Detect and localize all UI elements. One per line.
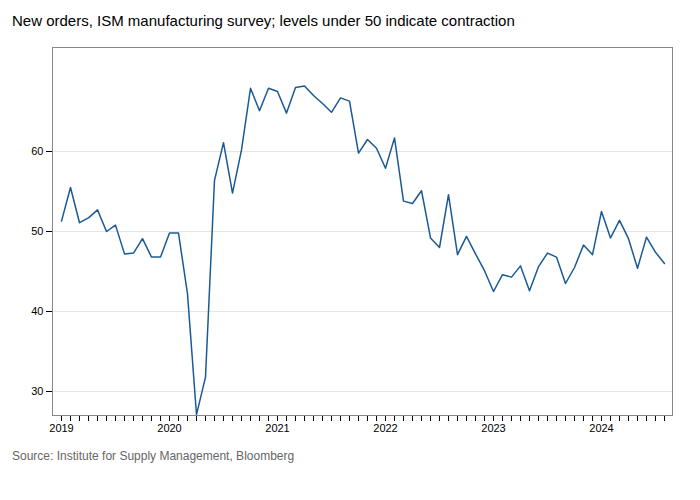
svg-text:2019: 2019 — [49, 422, 73, 434]
svg-text:2020: 2020 — [157, 422, 181, 434]
svg-text:50: 50 — [31, 225, 43, 237]
svg-text:40: 40 — [31, 305, 43, 317]
svg-text:2022: 2022 — [373, 422, 397, 434]
svg-text:2024: 2024 — [589, 422, 613, 434]
html-text:New orders, ISM manufacturing: New orders, ISM manufacturing survey; le… — [12, 12, 515, 29]
svg-text:60: 60 — [31, 145, 43, 157]
svg-text:30: 30 — [31, 385, 43, 397]
svg-text:2021: 2021 — [265, 422, 289, 434]
html-text:Source: Institute for Supply M: Source: Institute for Supply Management,… — [12, 449, 295, 463]
svg-text:2023: 2023 — [481, 422, 505, 434]
